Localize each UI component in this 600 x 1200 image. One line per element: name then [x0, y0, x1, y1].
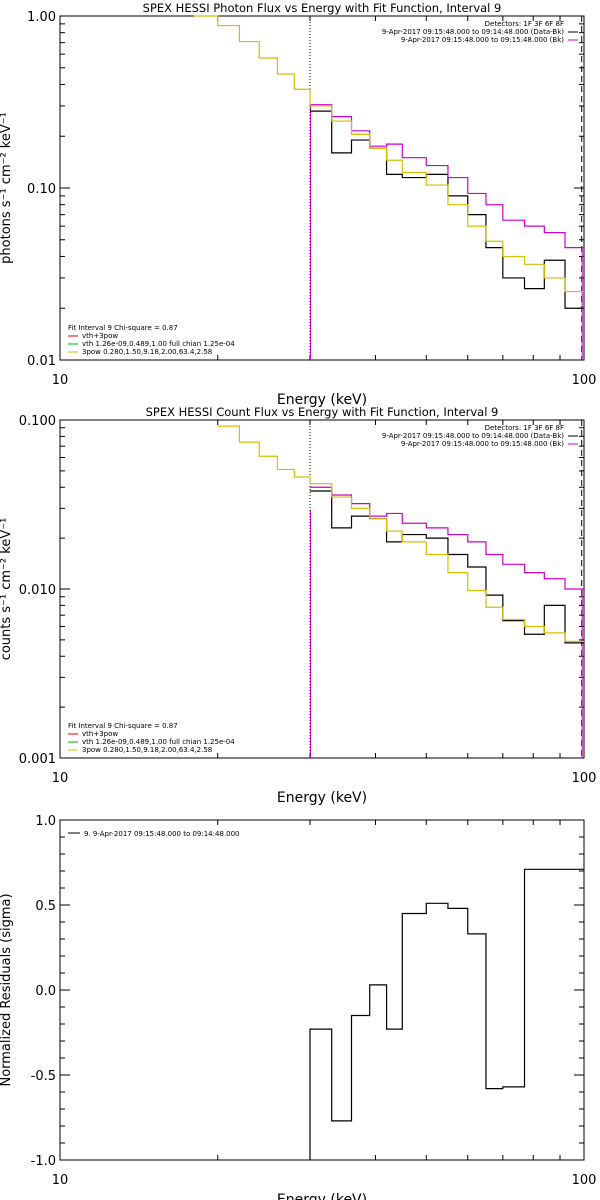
legend-bottom-entry: Fit Interval 9 Chi-square = 0.87	[68, 722, 178, 730]
series-data-bk	[310, 490, 584, 644]
x-tick-label: 10	[52, 1173, 69, 1188]
y-axis-label: counts s⁻¹ cm⁻² keV⁻¹	[0, 518, 14, 661]
x-axis-label: Energy (keV)	[277, 790, 367, 806]
plot-frame	[59, 819, 585, 1161]
chart-panel-3: 10 100 Energy (keV) -1.0 -0.5 0.0 0.5 1.0 Normal…	[0, 814, 596, 1200]
y-tick-label: 0.001	[19, 752, 56, 767]
legend-top-entry: Detectors: 1F 3F 6F 8F	[485, 20, 564, 28]
series-bk	[310, 104, 584, 249]
x-tick-label: 10	[52, 373, 69, 388]
series-data-bk	[310, 110, 584, 309]
y-axis: 0.01 0.10 1.00 photons s⁻¹ cm⁻² keV⁻¹	[0, 10, 584, 369]
y-tick-label: 0.01	[27, 354, 56, 369]
legend-bottom-entry: vth+3pow	[82, 730, 118, 738]
y-axis-label: photons s⁻¹ cm⁻² keV⁻¹	[0, 112, 14, 264]
y-tick-label: 0.10	[27, 182, 56, 197]
chart-panel-2: SPEX HESSI Count Flux vs Energy with Fit…	[0, 405, 596, 806]
y-tick-label: 1.00	[27, 10, 56, 25]
series-residuals	[309, 868, 584, 1160]
legend-bottom-entry: vth 1.26e-09,0.489,1.00 full chian 1.25e…	[82, 340, 235, 348]
chart-panel-1: SPEX HESSI Photon Flux vs Energy with Fi…	[0, 1, 596, 408]
legend-bottom-entry: 3pow 0.280,1.50,9.18,2.00,63.4,2.58	[82, 746, 212, 754]
y-tick-label: 0.010	[19, 583, 56, 598]
legend-bottom-entry: vth 1.26e-09,0.489,1.00 full chian 1.25e…	[82, 738, 235, 746]
x-axis-label: Energy (keV)	[277, 392, 367, 408]
legend-top-entry: 9-Apr-2017 09:15:48.000 to 09:14:48.000 …	[382, 28, 564, 36]
legend-bottom-entry: vth+3pow	[82, 332, 118, 340]
x-axis: 10 100 Energy (keV)	[52, 420, 597, 806]
x-tick-label: 10	[52, 771, 69, 786]
x-tick-label: 100	[572, 1173, 597, 1188]
legend-top-entry: 9-Apr-2017 09:15:48.000 to 09:14:48.000 …	[382, 432, 564, 440]
series-vth-3pow	[193, 15, 584, 293]
legend-bottom-entry: 3pow 0.280,1.50,9.18,2.00,63.4,2.58	[82, 348, 212, 356]
x-tick-label: 100	[572, 373, 597, 388]
x-axis: 10 100 Energy (keV)	[52, 820, 597, 1200]
y-tick-label: 1.0	[35, 814, 56, 829]
x-tick-label: 100	[572, 771, 597, 786]
legend-top-entry: Detectors: 1F 3F 6F 8F	[485, 424, 564, 432]
chart-title: SPEX HESSI Photon Flux vs Energy with Fi…	[143, 1, 502, 15]
x-axis: 10 100 Energy (keV)	[52, 16, 597, 408]
plot-frame	[59, 15, 585, 361]
chart-title: SPEX HESSI Count Flux vs Energy with Fit…	[146, 405, 499, 419]
plot-frame	[59, 419, 585, 759]
y-tick-label: -1.0	[31, 1154, 56, 1169]
y-axis: -1.0 -0.5 0.0 0.5 1.0 Normalized Residuals (s…	[0, 814, 584, 1169]
legend-top-entry: 9-Apr-2017 09:15:48.000 to 09:15:48.000 …	[401, 36, 564, 44]
legend-top-entry: 9-Apr-2017 09:15:48.000 to 09:15:48.000 …	[401, 440, 564, 448]
y-tick-label: 0.0	[35, 984, 56, 999]
legend-entry: 9. 9-Apr-2017 09:15:48.000 to 09:14:48.0…	[84, 830, 239, 838]
y-tick-label: -0.5	[31, 1069, 56, 1084]
y-tick-label: 0.100	[19, 414, 56, 429]
series-bk	[310, 486, 584, 590]
legend-bottom-entry: Fit Interval 9 Chi-square = 0.87	[68, 324, 178, 332]
y-axis-label: Normalized Residuals (sigma)	[0, 893, 14, 1086]
x-axis-label: Energy (keV)	[277, 1192, 367, 1200]
y-axis: 0.001 0.010 0.100 counts s⁻¹ cm⁻² keV⁻¹	[0, 414, 584, 767]
series-vth-3pow	[217, 425, 584, 642]
y-tick-label: 0.5	[35, 899, 56, 914]
